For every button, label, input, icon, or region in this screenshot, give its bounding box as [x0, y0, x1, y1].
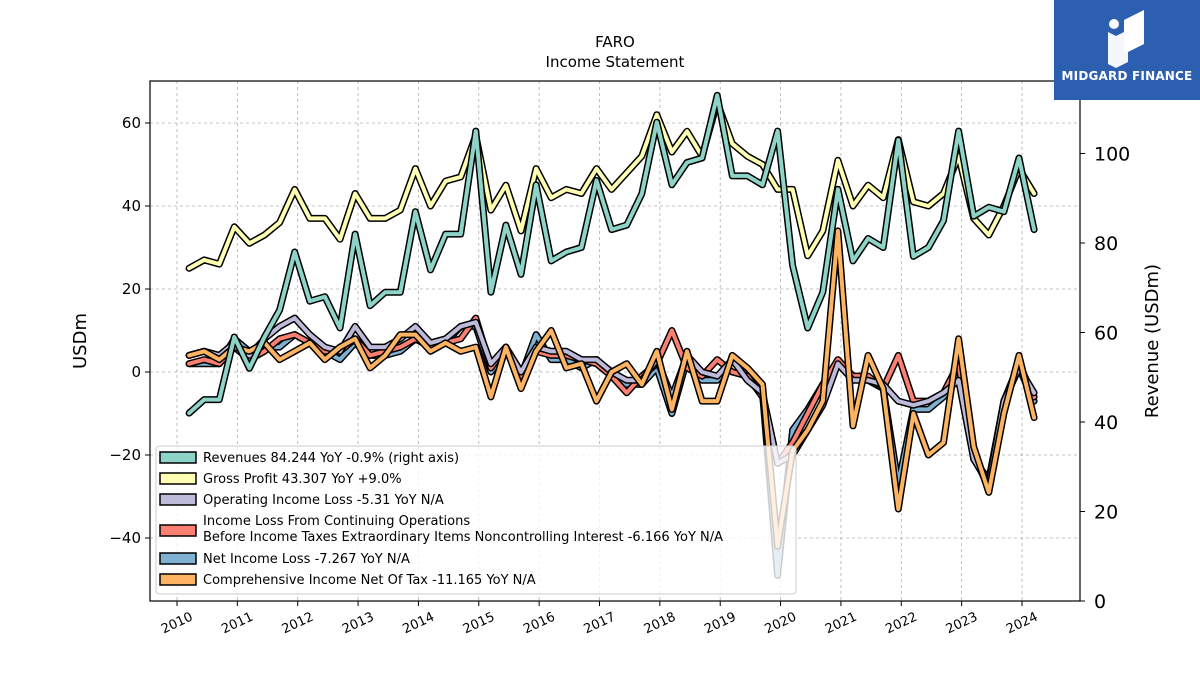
brand-name: MIDGARD FINANCE — [1061, 69, 1193, 83]
x-tick-label: 2016 — [521, 610, 557, 638]
legend-swatch — [159, 524, 197, 537]
legend-label: Gross Profit 43.307 YoY +9.0% — [203, 472, 402, 487]
x-tick-label: 2023 — [944, 610, 980, 638]
y-tick-label-right: 80 — [1094, 233, 1118, 255]
midgard-finance-logo: MIDGARD FINANCE — [1054, 0, 1200, 100]
legend-swatch — [159, 472, 197, 485]
y-tick-label-left: 0 — [131, 363, 141, 381]
series-lines — [185, 91, 1038, 579]
y-tick-label-right: 100 — [1094, 144, 1130, 166]
legend-label-line2: Before Income Taxes Extraordinary Items … — [203, 530, 723, 545]
x-tick-label: 2017 — [582, 610, 618, 638]
legend-box — [155, 445, 797, 595]
legend-label: Comprehensive Income Net Of Tax -11.165 … — [203, 573, 536, 588]
legend-swatch — [159, 552, 197, 565]
series-outline — [185, 91, 1038, 417]
y-tick-label-left: 60 — [122, 114, 141, 132]
y-tick-label-left: −40 — [109, 529, 141, 547]
legend-label: Net Income Loss -7.267 YoY N/A — [203, 552, 410, 567]
y-tick-label-left: 40 — [122, 197, 141, 215]
x-tick-label: 2018 — [642, 610, 678, 638]
x-tick-label: 2011 — [219, 610, 255, 638]
y-tick-label-left: −20 — [109, 446, 141, 464]
y-axis-label-right: Revenue (USDm) — [1142, 264, 1163, 418]
midgard-logo-icon — [1108, 10, 1144, 68]
series-line-revenues — [187, 93, 1037, 416]
legend: Revenues 84.244 YoY -0.9% (right axis) Gr… — [155, 445, 797, 595]
x-tick-label: 2020 — [763, 610, 799, 638]
x-tick-label: 2022 — [883, 610, 919, 638]
legend-swatch — [159, 493, 197, 506]
x-tick-label: 2014 — [400, 610, 436, 638]
legend-label: Income Loss From Continuing Operations — [203, 514, 470, 529]
y-tick-label-right: 40 — [1094, 412, 1118, 434]
x-tick-label: 2013 — [340, 610, 376, 638]
legend-label: Operating Income Loss -5.31 YoY N/A — [203, 493, 444, 508]
legend-swatch — [159, 573, 197, 586]
y-tick-label-right: 60 — [1094, 323, 1118, 345]
x-tick-label: 2015 — [461, 610, 497, 638]
series-line-comprehensive-income-net-of-tax — [187, 228, 1037, 549]
plot-frame — [149, 80, 1081, 602]
y-tick-label-right: 20 — [1094, 502, 1118, 524]
x-tick-label: 2019 — [702, 610, 738, 638]
legend-swatch — [159, 451, 197, 464]
chart-subtitle: Income Statement — [546, 53, 685, 71]
x-tick-label: 2012 — [280, 610, 316, 638]
x-tick-label: 2024 — [1004, 610, 1040, 638]
legend-label: Revenues 84.244 YoY -0.9% (right axis) — [203, 451, 459, 466]
y-tick-label-left: 20 — [122, 280, 141, 298]
x-tick-label: 2010 — [159, 610, 195, 638]
y-axis-label-left: USDm — [70, 313, 91, 369]
chart-title: FARO — [595, 33, 635, 51]
x-tick-label: 2021 — [823, 610, 859, 638]
y-tick-label-right: 0 — [1094, 591, 1106, 613]
